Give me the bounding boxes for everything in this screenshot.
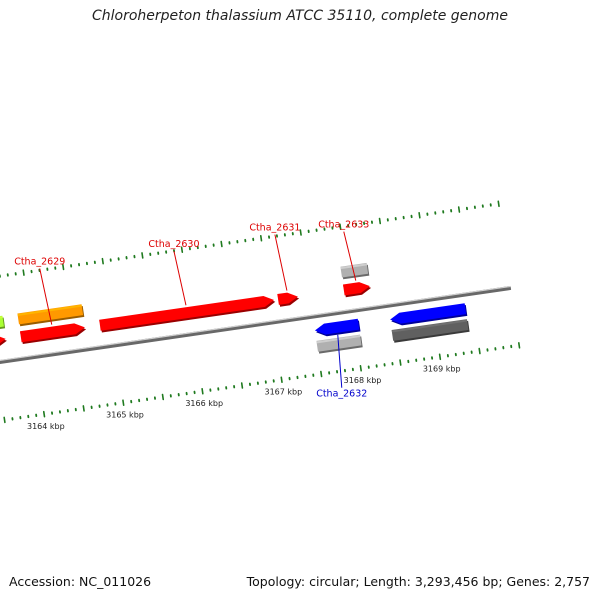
inner-scale-tick: [201, 387, 204, 395]
genome-stats-text: Topology: circular; Length: 3,293,456 bp…: [246, 574, 590, 589]
inner-scale-tick: [240, 382, 244, 389]
gene-label: Ctha_2630: [148, 239, 199, 250]
gene-blue-feature: [390, 303, 467, 324]
inner-scale-tick: [478, 347, 481, 355]
scale-ticks: [0, 200, 521, 424]
outer-scale-tick: [141, 252, 144, 259]
accession-text: Accession: NC_011026: [9, 574, 152, 589]
gene-highlight: [323, 319, 359, 327]
outer-scale-tick: [180, 246, 184, 253]
gene-orange-feature: [17, 304, 84, 325]
scale-label: 3164 kbp: [27, 422, 65, 431]
map-title: Chloroherpeton thalassium ATCC 35110, co…: [92, 8, 508, 24]
outer-scale-tick: [220, 240, 223, 248]
backbone-line: [0, 285, 512, 364]
gene-features: [0, 262, 470, 354]
gene-highlight: [17, 304, 82, 316]
inner-scale-tick: [518, 342, 521, 349]
gene-label: Ctha_2629: [14, 257, 65, 268]
inner-scale-tick: [320, 370, 323, 378]
gene-red-feature: [0, 336, 6, 344]
label-leader-line: [343, 231, 357, 281]
outer-scale-tick: [259, 234, 263, 242]
gene-red-feature: [99, 296, 275, 331]
outer-scale-tick: [457, 206, 461, 213]
gene-red-feature: [20, 323, 85, 343]
gene-lime-feature: [0, 315, 4, 328]
outer-scale-tick: [299, 229, 302, 236]
inner-scale-tick: [42, 410, 46, 418]
scale-label: 3168 kbp: [344, 376, 382, 385]
gene-gray-feature: [316, 334, 362, 352]
gene-label: Ctha_2631: [249, 223, 300, 234]
label-leader-line: [274, 234, 288, 291]
outer-scale-tick: [101, 257, 104, 265]
scale-label: 3166 kbp: [185, 399, 223, 408]
gene-highlight: [343, 282, 360, 287]
gene-label: Ctha_2632: [316, 389, 367, 400]
gene-dark_gray-feature: [391, 319, 469, 341]
inner-scale-tick: [280, 376, 283, 384]
inner-scale-tick: [3, 416, 6, 424]
outer-scale-tick: [378, 217, 382, 225]
gene-highlight: [20, 323, 75, 334]
gene-highlight: [340, 263, 367, 270]
gene-highlight: [398, 303, 465, 316]
gene-highlight: [99, 296, 265, 323]
gene-highlight: [391, 319, 468, 333]
gene-blue-feature: [314, 318, 360, 335]
inner-scale-tick: [122, 399, 125, 406]
scale-label: 3169 kbp: [423, 365, 461, 374]
inner-scale-tick: [359, 365, 362, 372]
outer-scale-tick: [418, 212, 421, 219]
gene-labels: Ctha_2629 Ctha_2630 Ctha_2631 Ctha_2633 Ctha…: [14, 220, 369, 400]
inner-scale-tick: [82, 405, 85, 412]
label-leader-line: [39, 268, 53, 325]
gene-highlight: [277, 292, 288, 297]
outer-scale-tick: [339, 223, 342, 231]
backbone-highlight: [0, 285, 511, 362]
inner-scale-tick: [161, 393, 165, 401]
label-leader-line: [173, 251, 187, 306]
gene-label: Ctha_2633: [318, 220, 369, 231]
inner-scale-tick: [399, 359, 402, 366]
scale-label: 3167 kbp: [265, 388, 303, 397]
outer-scale-tick: [22, 269, 25, 276]
label-leader-line: [337, 334, 343, 388]
inner-scale-tick: [438, 353, 442, 361]
outer-scale-tick: [497, 200, 500, 208]
outer-scale-tick: [62, 263, 65, 271]
backbone: [0, 285, 512, 364]
scale-label: 3165 kbp: [106, 411, 144, 420]
